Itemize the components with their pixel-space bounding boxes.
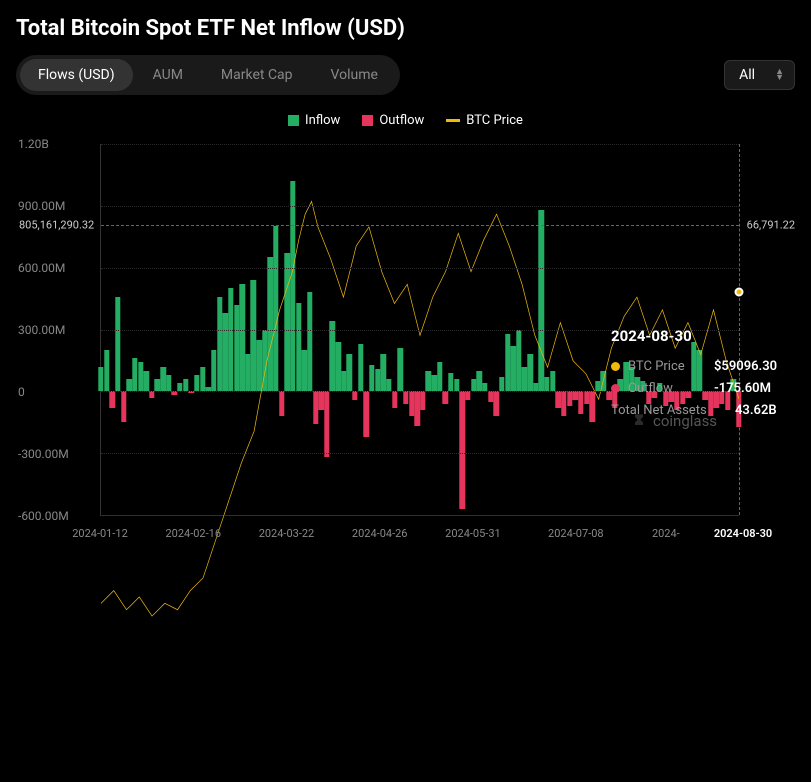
gridline	[101, 206, 739, 207]
range-select[interactable]: All ▲▼	[724, 60, 795, 90]
inflow-swatch-icon	[288, 115, 299, 126]
gridline	[101, 144, 739, 145]
btc-swatch-icon	[446, 119, 460, 122]
tab-flows-usd-[interactable]: Flows (USD)	[20, 59, 133, 91]
tooltip-dot-icon	[611, 362, 620, 371]
chevron-updown-icon: ▲▼	[775, 69, 784, 81]
legend: Inflow Outflow BTC Price	[10, 113, 801, 128]
controls-row: Flows (USD)AUMMarket CapVolume All ▲▼	[10, 55, 801, 95]
gridline	[101, 268, 739, 269]
x-axis-label: 2024-08-30	[714, 527, 772, 540]
legend-label: Outflow	[379, 113, 424, 128]
metric-tabs: Flows (USD)AUMMarket CapVolume	[16, 55, 400, 95]
watermark-text: coinglass	[653, 412, 717, 430]
legend-label: Inflow	[305, 113, 340, 128]
tooltip-row: Outflow -175.60M	[611, 378, 777, 400]
plot-area[interactable]: 805,161,290.3266,791.222024-08-30BTC Pri…	[100, 144, 739, 516]
x-axis-label: 2024-	[652, 527, 680, 540]
reference-line	[101, 225, 739, 226]
y-axis-label: 0	[18, 385, 25, 399]
legend-label: BTC Price	[466, 113, 523, 128]
gridline	[101, 515, 739, 516]
price-end-marker-icon	[735, 288, 744, 297]
tooltip-value: 43.62B	[735, 400, 777, 422]
x-axis-label: 2024-07-08	[548, 527, 604, 540]
tab-market-cap[interactable]: Market Cap	[203, 59, 311, 91]
gridline	[101, 453, 739, 454]
y-axis-label: 1.20B	[18, 137, 49, 151]
tooltip-label: BTC Price	[628, 356, 706, 378]
tooltip-label: Outflow	[628, 378, 706, 400]
y-axis-label: 600.00M	[18, 261, 65, 275]
legend-btc: BTC Price	[446, 113, 523, 128]
y-axis-label: -300.00M	[18, 447, 69, 461]
y-axis-label: -600.00M	[18, 509, 69, 523]
tab-volume[interactable]: Volume	[313, 59, 396, 91]
y-axis-label: 300.00M	[18, 323, 65, 337]
x-axis-label: 2024-02-16	[165, 527, 221, 540]
x-axis-label: 2024-01-12	[72, 527, 128, 540]
chart: 805,161,290.32 66,791.22 2024-08-30 BTC Pri…	[14, 136, 801, 546]
x-axis-label: 2024-05-31	[445, 527, 501, 540]
reference-label-right: 66,791.22	[745, 219, 797, 232]
x-axis-label: 2024-04-26	[352, 527, 408, 540]
tooltip-row: BTC Price $59096.30	[611, 356, 777, 378]
tooltip-value: -175.60M	[714, 378, 771, 400]
outflow-swatch-icon	[362, 115, 373, 126]
range-value: All	[739, 67, 755, 83]
hourglass-icon	[631, 413, 647, 429]
y-axis-label: 900.00M	[18, 199, 65, 213]
tooltip-dot-icon	[611, 384, 620, 393]
tooltip-date: 2024-08-30	[611, 324, 777, 350]
x-axis-label: 2024-03-22	[259, 527, 315, 540]
page-title: Total Bitcoin Spot ETF Net Inflow (USD)	[10, 16, 801, 41]
tooltip-value: $59096.30	[714, 356, 777, 378]
legend-outflow: Outflow	[362, 113, 424, 128]
coinglass-watermark: coinglass	[631, 412, 717, 430]
legend-inflow: Inflow	[288, 113, 340, 128]
btc-price-line	[101, 144, 739, 782]
tab-aum[interactable]: AUM	[135, 59, 201, 91]
reference-label-left: 805,161,290.32	[17, 219, 96, 232]
